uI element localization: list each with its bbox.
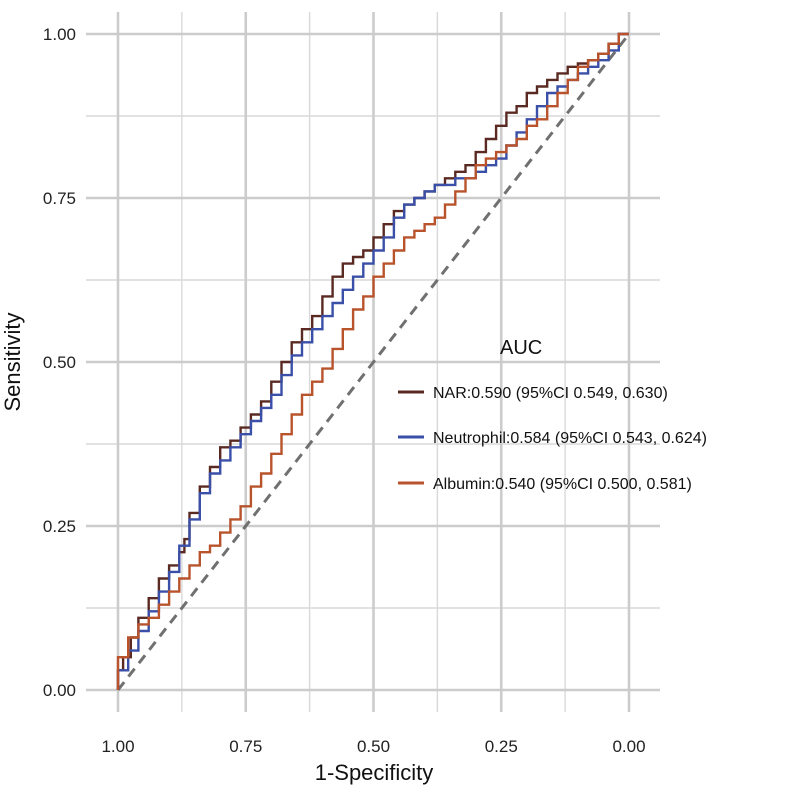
reference-diagonal-line — [116, 33, 631, 691]
roc-curve-series-1 — [116, 32, 629, 690]
y-tick-label: 0.00 — [43, 681, 76, 700]
legend-title: AUC — [500, 337, 542, 359]
reference-line-group — [116, 33, 631, 691]
y-axis-title: Sensitivity — [0, 312, 25, 411]
y-tick-label: 0.50 — [43, 353, 76, 372]
x-tick-label: 1.00 — [101, 737, 134, 756]
legend-label: Albumin:0.540 (95%CI 0.500, 0.581) — [433, 476, 692, 493]
legend-label: NAR:0.590 (95%CI 0.549, 0.630) — [433, 385, 668, 402]
y-tick-labels: 0.00 0.25 0.50 0.75 1.00 — [43, 25, 76, 700]
grid-major — [86, 12, 660, 712]
legend-label: Neutrophil:0.584 (95%CI 0.543, 0.624) — [433, 430, 707, 447]
x-tick-label: 0.25 — [485, 737, 518, 756]
x-tick-label: 0.75 — [229, 737, 262, 756]
y-tick-label: 0.75 — [43, 189, 76, 208]
roc-curve-series-2 — [116, 32, 629, 690]
x-axis-title: 1-Specificity — [315, 760, 434, 785]
y-tick-label: 0.25 — [43, 517, 76, 536]
series-group — [116, 32, 629, 690]
x-tick-label: 0.00 — [612, 737, 645, 756]
x-tick-labels: 1.00 0.75 0.50 0.25 0.00 — [101, 737, 645, 756]
y-tick-label: 1.00 — [43, 25, 76, 44]
legend: AUC NAR:0.590 (95%CI 0.549, 0.630) Neutro… — [398, 337, 707, 493]
x-tick-label: 0.50 — [357, 737, 390, 756]
roc-curve-series-3 — [116, 32, 629, 690]
